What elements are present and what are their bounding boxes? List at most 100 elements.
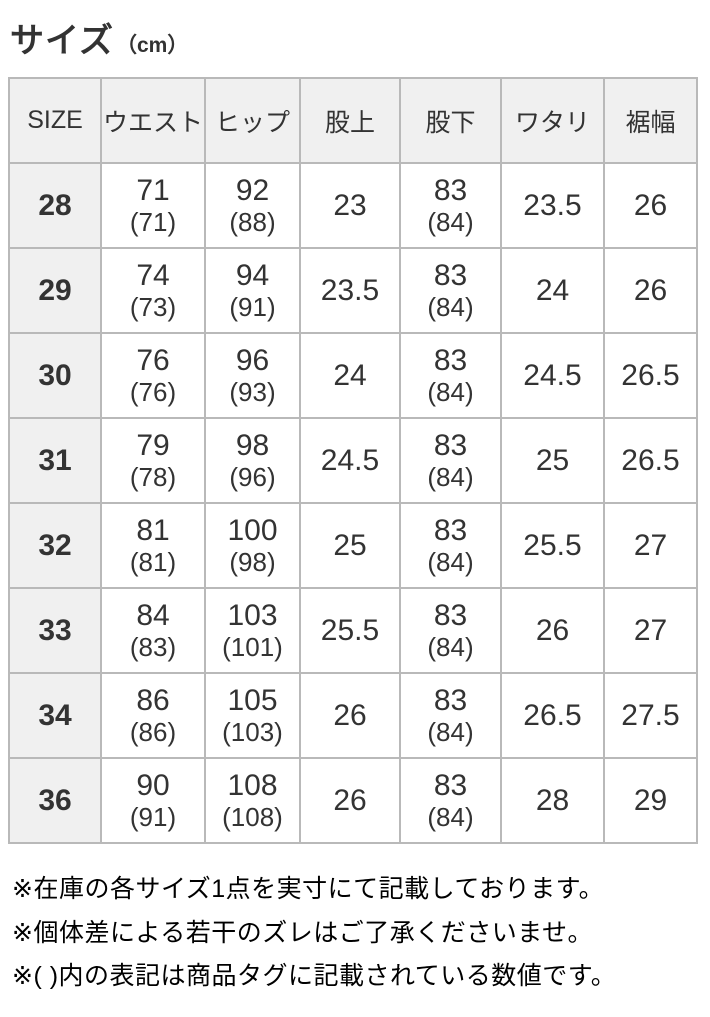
table-row: 34 86 (86) 105 (103) 26 83 (84) 26.5 27.5 bbox=[8, 672, 698, 759]
column-header: ウエスト bbox=[100, 77, 206, 164]
table-row: 28 71 (71) 92 (88) 23 83 (84) 23.5 26 bbox=[8, 162, 698, 249]
value-cell: 92 (88) bbox=[204, 162, 301, 249]
value-cell: 108 (108) bbox=[204, 757, 301, 844]
table-row: 32 81 (81) 100 (98) 25 83 (84) 25.5 27 bbox=[8, 502, 698, 589]
measured-value: 25 bbox=[333, 528, 367, 562]
value-cell: 100 (98) bbox=[204, 502, 301, 589]
value-cell: 29 bbox=[603, 757, 698, 844]
measured-value: 83 bbox=[433, 429, 468, 463]
value-cell: 26.5 bbox=[603, 332, 698, 419]
value-cell: 84 (83) bbox=[100, 587, 206, 674]
value-cell: 103 (101) bbox=[204, 587, 301, 674]
measured-value: 26 bbox=[535, 613, 570, 647]
tag-value: (84) bbox=[427, 206, 474, 237]
size-cell: 30 bbox=[8, 332, 102, 419]
tag-value: (78) bbox=[129, 461, 177, 492]
measured-value: 90 bbox=[136, 769, 170, 803]
tag-value: (108) bbox=[222, 801, 283, 832]
tag-value: (71) bbox=[129, 206, 177, 237]
tag-value: (86) bbox=[129, 716, 177, 747]
measured-value: 27 bbox=[633, 528, 668, 562]
measured-value: 94 bbox=[235, 259, 270, 293]
value-cell: 90 (91) bbox=[100, 757, 206, 844]
value-cell: 23.5 bbox=[299, 247, 401, 334]
page-title-text: サイズ bbox=[10, 22, 114, 60]
value-cell: 27.5 bbox=[603, 672, 698, 759]
measured-value: 98 bbox=[235, 429, 270, 463]
measured-value: 96 bbox=[235, 344, 270, 378]
measured-value: 83 bbox=[433, 174, 468, 208]
column-header: ヒップ bbox=[204, 77, 301, 164]
tag-value: (98) bbox=[229, 546, 276, 577]
tag-value: (76) bbox=[129, 376, 177, 407]
value-cell: 24 bbox=[500, 247, 605, 334]
measured-value: 108 bbox=[227, 769, 278, 803]
measured-value: 84 bbox=[136, 599, 170, 633]
value-cell: 83 (84) bbox=[399, 587, 502, 674]
table-row: 30 76 (76) 96 (93) 24 83 (84) 24.5 26.5 bbox=[8, 332, 698, 419]
table-row: 36 90 (91) 108 (108) 26 83 (84) 28 29 bbox=[8, 757, 698, 844]
value-cell: 24 bbox=[299, 332, 401, 419]
value-cell: 74 (73) bbox=[100, 247, 206, 334]
value-cell: 26.5 bbox=[603, 417, 698, 504]
measured-value: 29 bbox=[633, 783, 668, 817]
measured-value: 83 bbox=[433, 344, 468, 378]
value-cell: 79 (78) bbox=[100, 417, 206, 504]
measured-value: 24 bbox=[535, 273, 570, 307]
tag-value: (93) bbox=[229, 376, 276, 407]
tag-value: (84) bbox=[427, 801, 474, 832]
footnote: ※( )内の表記は商品タグに記載されている数値です。 bbox=[12, 962, 617, 990]
measured-value: 26.5 bbox=[523, 698, 582, 732]
size-table: SIZE ウエスト ヒップ 股上 股下 ワタリ 裾幅 28 71 (71) 92 (88) 23 83(… bbox=[8, 77, 698, 844]
value-cell: 83 (84) bbox=[399, 672, 502, 759]
tag-value: (73) bbox=[129, 291, 177, 322]
page-title: サイズ （cm） bbox=[10, 14, 710, 58]
measured-value: 23.5 bbox=[320, 273, 380, 307]
measured-value: 23.5 bbox=[523, 188, 582, 222]
footnote: ※在庫の各サイズ1点を実寸にて記載しております。 bbox=[12, 875, 605, 903]
tag-value: (84) bbox=[427, 461, 474, 492]
tag-value: (103) bbox=[222, 716, 283, 747]
value-cell: 96 (93) bbox=[204, 332, 301, 419]
value-cell: 24.5 bbox=[299, 417, 401, 504]
value-cell: 26 bbox=[500, 587, 605, 674]
size-cell: 36 bbox=[8, 757, 102, 844]
value-cell: 25 bbox=[500, 417, 605, 504]
measured-value: 105 bbox=[227, 684, 278, 718]
measured-value: 83 bbox=[433, 514, 468, 548]
value-cell: 26 bbox=[299, 672, 401, 759]
measured-value: 26 bbox=[333, 698, 367, 732]
value-cell: 81 (81) bbox=[100, 502, 206, 589]
value-cell: 83 (84) bbox=[399, 502, 502, 589]
value-cell: 83 (84) bbox=[399, 417, 502, 504]
size-cell: 28 bbox=[8, 162, 102, 249]
size-table-header: SIZE ウエスト ヒップ 股上 股下 ワタリ 裾幅 bbox=[8, 77, 698, 164]
value-cell: 83 (84) bbox=[399, 757, 502, 844]
measured-value: 25.5 bbox=[523, 528, 582, 562]
column-header: ワタリ bbox=[500, 77, 605, 164]
tag-value: (84) bbox=[427, 631, 474, 662]
value-cell: 71 (71) bbox=[100, 162, 206, 249]
measured-value: 26 bbox=[633, 273, 668, 307]
tag-value: (84) bbox=[427, 716, 474, 747]
footnotes: ※在庫の各サイズ1点を実寸にて記載しております。 ※個体差による若干のズレはご了… bbox=[12, 875, 710, 992]
measured-value: 28 bbox=[535, 783, 570, 817]
tag-value: (96) bbox=[229, 461, 276, 492]
measured-value: 79 bbox=[136, 429, 170, 463]
size-cell: 29 bbox=[8, 247, 102, 334]
measured-value: 26.5 bbox=[621, 443, 680, 477]
column-header: 股上 bbox=[299, 77, 401, 164]
table-row: 31 79 (78) 98 (96) 24.5 83 (84) 25 26.5 bbox=[8, 417, 698, 504]
value-cell: 26 bbox=[603, 162, 698, 249]
size-cell: 33 bbox=[8, 587, 102, 674]
measured-value: 27 bbox=[633, 613, 668, 647]
value-cell: 86 (86) bbox=[100, 672, 206, 759]
column-header: SIZE bbox=[8, 77, 102, 164]
tag-value: (83) bbox=[129, 631, 177, 662]
value-cell: 76 (76) bbox=[100, 332, 206, 419]
measured-value: 23 bbox=[333, 188, 367, 222]
tag-value: (84) bbox=[427, 546, 474, 577]
value-cell: 26.5 bbox=[500, 672, 605, 759]
size-cell: 31 bbox=[8, 417, 102, 504]
value-cell: 24.5 bbox=[500, 332, 605, 419]
